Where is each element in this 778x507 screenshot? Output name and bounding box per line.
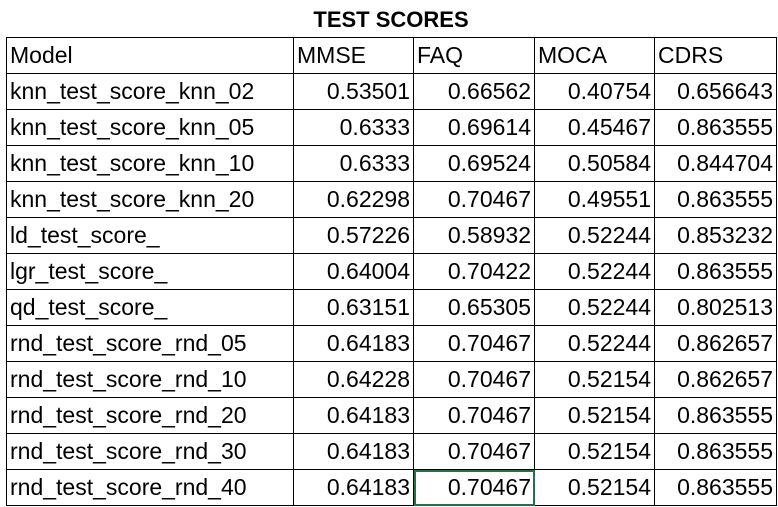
cell-faq[interactable]: 0.70422 [413,253,535,290]
header-cell-faq[interactable]: FAQ [413,37,535,74]
cell-mmse[interactable]: 0.64183 [293,433,414,470]
table-row: knn_test_score_knn_02 0.53501 0.66562 0.407… [6,73,777,110]
selected-cell[interactable]: 0.70467 [413,469,535,506]
cell-cdrs[interactable]: 0.853232 [654,217,777,254]
cell-cdrs[interactable]: 0.863555 [654,253,777,290]
cell-cdrs[interactable]: 0.863555 [654,433,777,470]
cell-cdrs[interactable]: 0.802513 [654,289,777,326]
table-row: knn_test_score_knn_05 0.6333 0.69614 0.4546… [6,109,777,146]
cell-faq[interactable]: 0.69524 [413,145,535,182]
table-row: ld_test_score_ 0.57226 0.58932 0.52244 0.853… [6,217,777,254]
table-row: rnd_test_score_rnd_40 0.64183 0.70467 0.521… [6,469,777,506]
table-row: rnd_test_score_rnd_30 0.64183 0.70467 0.521… [6,433,777,470]
cell-faq[interactable]: 0.70467 [413,325,535,362]
cell-cdrs[interactable]: 0.862657 [654,361,777,398]
cell-faq[interactable]: 0.70467 [413,397,535,434]
cell-faq[interactable]: 0.70467 [413,181,535,218]
cell-cdrs[interactable]: 0.863555 [654,397,777,434]
scores-table: Model MMSE FAQ MOCA CDRS knn_test_score_… [6,37,777,506]
cell-model[interactable]: rnd_test_score_rnd_10 [6,361,294,398]
cell-mmse[interactable]: 0.6333 [293,145,414,182]
table-row: rnd_test_score_rnd_10 0.64228 0.70467 0.521… [6,361,777,398]
cell-faq[interactable]: 0.65305 [413,289,535,326]
cell-model[interactable]: knn_test_score_knn_02 [6,73,294,110]
cell-model[interactable]: qd_test_score_ [6,289,294,326]
cell-model[interactable]: knn_test_score_knn_20 [6,181,294,218]
cell-mmse[interactable]: 0.53501 [293,73,414,110]
table-row: rnd_test_score_rnd_20 0.64183 0.70467 0.521… [6,397,777,434]
cell-mmse[interactable]: 0.64183 [293,325,414,362]
cell-model[interactable]: knn_test_score_knn_05 [6,109,294,146]
header-row: Model MMSE FAQ MOCA CDRS [6,37,777,74]
cell-mmse[interactable]: 0.57226 [293,217,414,254]
cell-moca[interactable]: 0.52154 [534,433,655,470]
cell-moca[interactable]: 0.52244 [534,253,655,290]
cell-faq[interactable]: 0.70467 [413,361,535,398]
cell-moca[interactable]: 0.52244 [534,325,655,362]
cell-model[interactable]: rnd_test_score_rnd_30 [6,433,294,470]
cell-cdrs[interactable]: 0.863555 [654,181,777,218]
cell-mmse[interactable]: 0.64004 [293,253,414,290]
cell-model[interactable]: rnd_test_score_rnd_20 [6,397,294,434]
header-cell-cdrs[interactable]: CDRS [654,37,777,74]
table-row: knn_test_score_knn_10 0.6333 0.69524 0.5058… [6,145,777,182]
table-row: qd_test_score_ 0.63151 0.65305 0.52244 0.802… [6,289,777,326]
cell-moca[interactable]: 0.52244 [534,289,655,326]
cell-mmse[interactable]: 0.64228 [293,361,414,398]
cell-model[interactable]: rnd_test_score_rnd_40 [6,469,294,506]
cell-moca[interactable]: 0.40754 [534,73,655,110]
cell-moca[interactable]: 0.45467 [534,109,655,146]
cell-mmse[interactable]: 0.64183 [293,397,414,434]
cell-model[interactable]: lgr_test_score_ [6,253,294,290]
cell-cdrs[interactable]: 0.863555 [654,469,777,506]
cell-mmse[interactable]: 0.6333 [293,109,414,146]
cell-moca[interactable]: 0.52244 [534,217,655,254]
cell-moca[interactable]: 0.49551 [534,181,655,218]
cell-moca[interactable]: 0.52154 [534,469,655,506]
header-cell-model[interactable]: Model [6,37,294,74]
cell-cdrs[interactable]: 0.863555 [654,109,777,146]
table-title[interactable]: TEST SCORES [313,7,469,32]
cell-moca[interactable]: 0.52154 [534,361,655,398]
cell-moca[interactable]: 0.52154 [534,397,655,434]
cell-cdrs[interactable]: 0.656643 [654,73,777,110]
cell-faq[interactable]: 0.66562 [413,73,535,110]
cell-model[interactable]: knn_test_score_knn_10 [6,145,294,182]
table-row: knn_test_score_knn_20 0.62298 0.70467 0.495… [6,181,777,218]
cell-cdrs[interactable]: 0.844704 [654,145,777,182]
cell-moca[interactable]: 0.50584 [534,145,655,182]
cell-faq[interactable]: 0.58932 [413,217,535,254]
cell-mmse[interactable]: 0.64183 [293,469,414,506]
cell-model[interactable]: rnd_test_score_rnd_05 [6,325,294,362]
header-cell-mmse[interactable]: MMSE [293,37,414,74]
cell-model[interactable]: ld_test_score_ [6,217,294,254]
table-row: lgr_test_score_ 0.64004 0.70422 0.52244 0.86… [6,253,777,290]
cell-faq[interactable]: 0.69614 [413,109,535,146]
cell-mmse[interactable]: 0.62298 [293,181,414,218]
header-cell-moca[interactable]: MOCA [534,37,655,74]
cell-mmse[interactable]: 0.63151 [293,289,414,326]
table-row: rnd_test_score_rnd_05 0.64183 0.70467 0.522… [6,325,777,362]
cell-faq[interactable]: 0.70467 [413,433,535,470]
cell-cdrs[interactable]: 0.862657 [654,325,777,362]
